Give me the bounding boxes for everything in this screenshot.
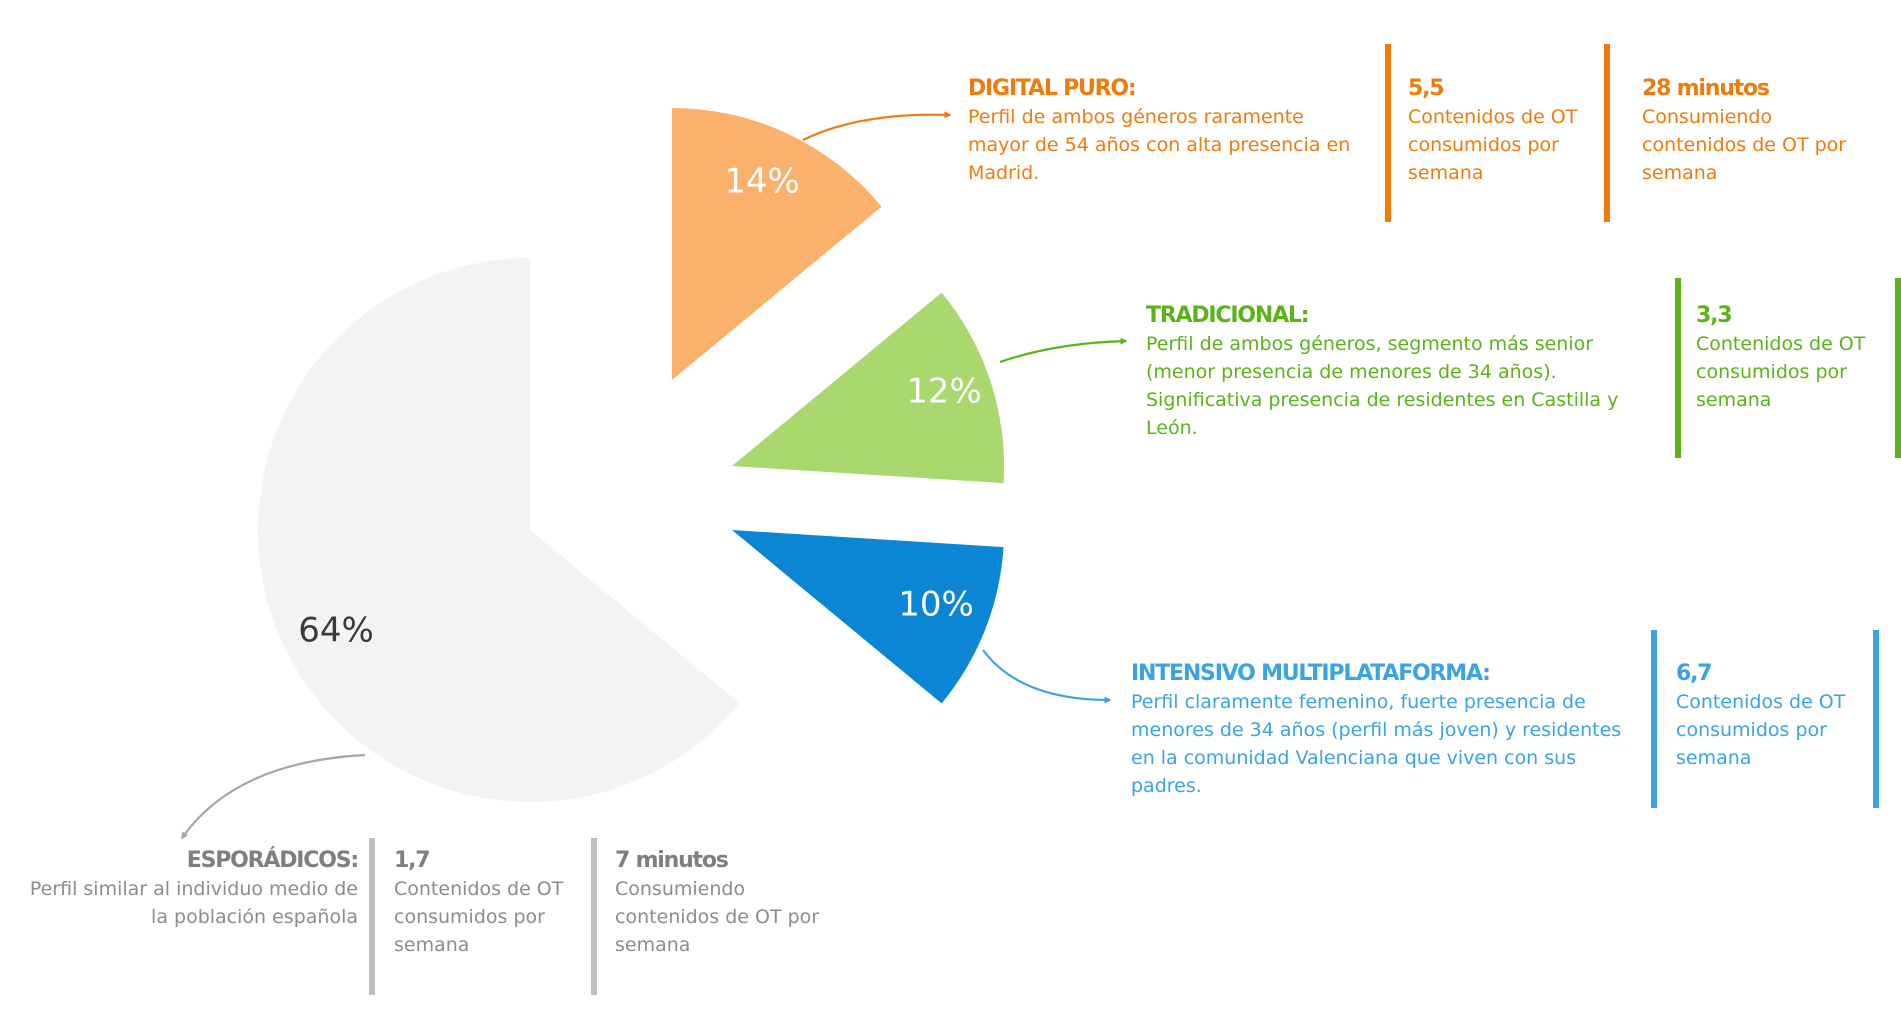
pie-slice-intensivo-multiplataforma [732, 530, 1004, 704]
segment-description-line: Perfil de ambos géneros, segmento más se… [1146, 333, 1593, 355]
stat-description-line: Contenidos de OT [394, 878, 564, 900]
stat-divider-bar [591, 838, 597, 995]
segment-info-esporadicos: ESPORÁDICOS: Perfil similar al individuo … [30, 838, 819, 995]
stat-value: 7 minutos [615, 848, 729, 873]
segment-info-tradicional: TRADICIONAL: Perfil de ambos géneros, seg… [1146, 278, 1901, 458]
segment-description-line: León. [1146, 417, 1198, 439]
stat-value: 6,7 [1676, 661, 1711, 686]
segment-info-digital-puro: DIGITAL PURO: Perfil de ambos géneros rar… [968, 44, 1846, 222]
segment-description-line: Madrid. [968, 162, 1039, 184]
stat-description-line: semana [1676, 747, 1751, 769]
stat-divider-bar [1895, 278, 1901, 458]
stat-description-line: Contenidos de OT [1408, 106, 1578, 128]
pie-slice-esporadicos [258, 258, 740, 802]
segment-title: DIGITAL PURO: [968, 76, 1136, 101]
stat-divider-bar [1604, 44, 1610, 222]
segment-description-line: Significativa presencia de residentes en… [1146, 389, 1618, 411]
segment-title: INTENSIVO MULTIPLATAFORMA: [1131, 661, 1490, 686]
stat-divider-bar [369, 838, 375, 995]
stat-divider-bar [1675, 278, 1681, 458]
stat-value: 28 minutos [1642, 76, 1770, 101]
segment-description-line: mayor de 54 años con alta presencia en [968, 134, 1350, 156]
segment-description-line: Perfil similar al individuo medio de [30, 878, 358, 900]
stat-description-line: semana [615, 934, 690, 956]
slice-value-label: 64% [298, 611, 374, 651]
stat-description-line: consumidos por [1696, 361, 1847, 383]
pie-slice-digital-puro [672, 108, 882, 380]
slice-value-label: 10% [898, 585, 974, 625]
stat-description-line: Consumiendo [615, 878, 745, 900]
pie-slice-tradicional [732, 292, 1005, 484]
stat-description-line: Contenidos de OT [1696, 333, 1866, 355]
stat-description-line: contenidos de OT por [1642, 134, 1846, 156]
segment-description-line: Perfil claramente femenino, fuerte prese… [1131, 691, 1586, 713]
stat-description-line: Consumiendo [1642, 106, 1772, 128]
segment-description-line: menores de 34 años (perfil más joven) y … [1131, 719, 1621, 741]
stat-description-line: semana [1408, 162, 1483, 184]
segment-title: ESPORÁDICOS: [187, 847, 358, 873]
segment-title: TRADICIONAL: [1146, 303, 1308, 328]
segment-description-line: en la comunidad Valenciana que viven con… [1131, 747, 1576, 769]
stat-value: 3,3 [1696, 303, 1731, 328]
stat-divider-bar [1651, 630, 1657, 808]
stat-divider-bar [1385, 44, 1391, 222]
stat-description-line: semana [1642, 162, 1717, 184]
stat-description-line: semana [1696, 389, 1771, 411]
stat-description-line: semana [394, 934, 469, 956]
segment-info-intensivo-multiplataforma: INTENSIVO MULTIPLATAFORMA: Perfil clarame… [1131, 630, 1879, 808]
connector-arrow-tradicional [999, 337, 1128, 364]
connector-arrow-esporadicos [181, 753, 366, 840]
stat-description-line: contenidos de OT por [615, 906, 819, 928]
segment-description-line: Perfil de ambos géneros raramente [968, 106, 1304, 128]
stat-description-line: Contenidos de OT [1676, 691, 1846, 713]
stat-description-line: consumidos por [394, 906, 545, 928]
slice-value-label: 12% [906, 372, 982, 412]
segment-description-line: padres. [1131, 775, 1202, 797]
connector-arrow-digital-puro [802, 111, 952, 141]
stat-description-line: consumidos por [1676, 719, 1827, 741]
segment-description-line: la población española [151, 906, 358, 928]
connector-arrow-intensivo-multiplataforma [982, 649, 1112, 704]
stat-value: 1,7 [394, 848, 429, 873]
segment-description-line: (menor presencia de menores de 34 años). [1146, 361, 1557, 383]
stat-value: 5,5 [1408, 76, 1443, 101]
stat-divider-bar [1873, 630, 1879, 808]
slice-value-label: 14% [724, 162, 800, 202]
stat-description-line: consumidos por [1408, 134, 1559, 156]
